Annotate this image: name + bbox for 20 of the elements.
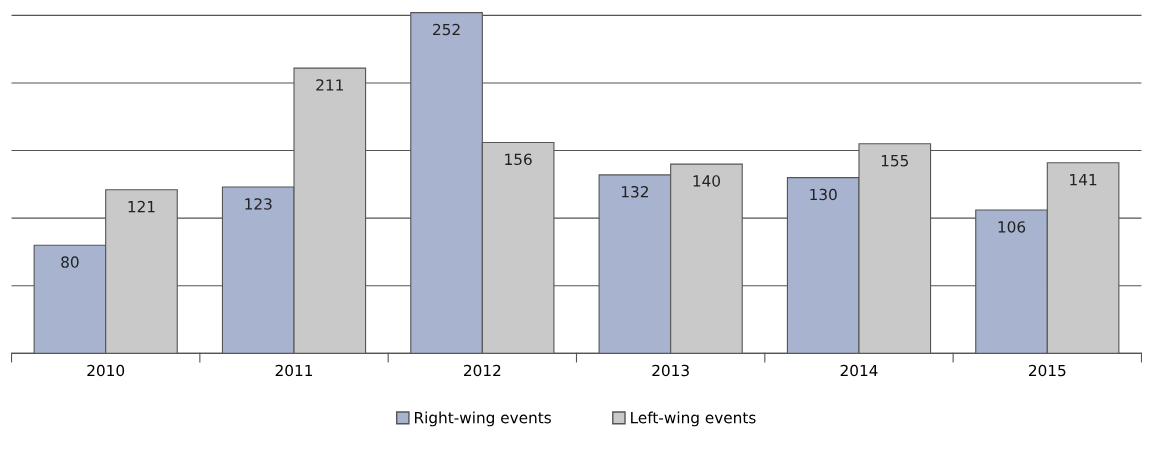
data-label: 141 [1070, 174, 1097, 186]
x-tick-label: 2010 [87, 364, 125, 377]
legend-label: Right-wing events [414, 411, 551, 427]
x-tick-label: 2014 [840, 364, 878, 377]
x-tick-label: 2012 [464, 364, 501, 377]
data-label: 130 [810, 188, 837, 201]
data-label: 156 [505, 153, 532, 166]
data-label: 211 [316, 79, 343, 91]
data-label: 155 [881, 155, 909, 167]
x-tick-label: 2011 [275, 364, 313, 377]
data-label: 140 [693, 175, 721, 187]
data-label: 121 [128, 200, 155, 213]
data-label: 80 [61, 256, 79, 268]
data-label: 123 [245, 198, 272, 210]
data-label: 106 [998, 221, 1026, 233]
data-label: 252 [433, 23, 460, 36]
x-tick-label: 2015 [1028, 364, 1066, 377]
legend-label: Left-wing events [631, 411, 756, 427]
x-tick-label: 2013 [652, 364, 689, 377]
data-label: 132 [621, 185, 648, 198]
